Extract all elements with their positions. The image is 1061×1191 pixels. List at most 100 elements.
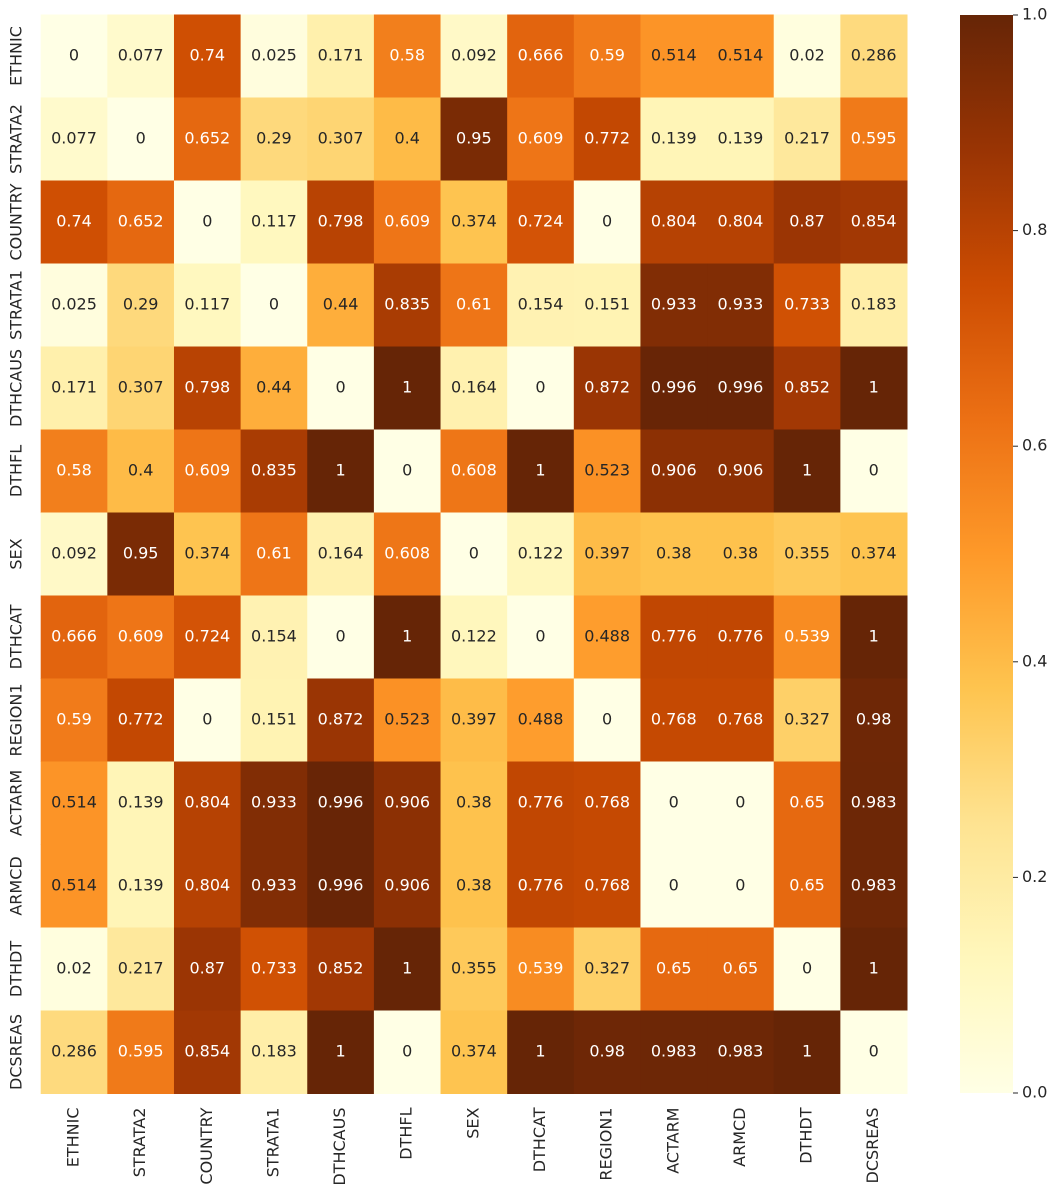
heatmap-cell bbox=[240, 844, 308, 928]
cell-label: 0 bbox=[735, 876, 745, 895]
cell-label: 0.854 bbox=[184, 1042, 230, 1061]
heatmap-cell bbox=[707, 14, 775, 98]
cell-label: 0 bbox=[202, 212, 212, 231]
cell-label: 1 bbox=[869, 959, 879, 978]
heatmap-cell bbox=[707, 595, 775, 679]
heatmap-cell bbox=[373, 595, 442, 679]
heatmap-cell bbox=[507, 346, 575, 430]
x-tick-label: COUNTRY bbox=[197, 1107, 216, 1184]
heatmap-cell bbox=[440, 429, 508, 513]
cell-label: 0.772 bbox=[118, 710, 164, 729]
cell-label: 0.776 bbox=[518, 876, 564, 895]
cell-label: 0.139 bbox=[118, 876, 164, 895]
heatmap-cell bbox=[173, 14, 242, 98]
cell-label: 0.852 bbox=[318, 959, 364, 978]
x-tick-label: STRATA2 bbox=[130, 1108, 149, 1178]
cell-label: 0.804 bbox=[651, 212, 697, 231]
heatmap-cell bbox=[773, 927, 841, 1011]
cell-label: 1 bbox=[802, 461, 812, 480]
cell-label: 0.59 bbox=[589, 46, 625, 65]
cell-label: 0.983 bbox=[851, 876, 897, 895]
cell-label: 0 bbox=[469, 544, 479, 563]
heatmap-cell bbox=[640, 97, 708, 181]
heatmap-cell bbox=[40, 512, 108, 596]
cell-label: 0 bbox=[535, 627, 545, 646]
cell-label: 0.355 bbox=[784, 544, 830, 563]
heatmap-cell bbox=[840, 14, 908, 98]
heatmap-cell bbox=[573, 512, 641, 596]
cell-label: 0.374 bbox=[184, 544, 230, 563]
heatmap-cell bbox=[840, 1010, 908, 1094]
cell-label: 0.025 bbox=[51, 295, 97, 314]
cell-label: 0 bbox=[402, 461, 412, 480]
heatmap-cell bbox=[507, 1010, 575, 1094]
heatmap-cell bbox=[173, 346, 242, 430]
cell-label: 0.609 bbox=[184, 461, 230, 480]
heatmap-cell bbox=[440, 678, 508, 762]
cell-label: 0.906 bbox=[384, 793, 430, 812]
heatmap-cell bbox=[440, 512, 508, 596]
heatmap-cell bbox=[107, 678, 175, 762]
cell-label: 0.95 bbox=[456, 129, 492, 148]
heatmap-cell bbox=[240, 429, 308, 513]
cell-label: 0.29 bbox=[256, 129, 292, 148]
cell-label: 0.65 bbox=[789, 793, 825, 812]
y-tick-label: ETHNIC bbox=[7, 26, 26, 86]
cell-label: 0.65 bbox=[723, 959, 759, 978]
cell-label: 0.776 bbox=[651, 627, 697, 646]
heatmap-cell bbox=[107, 512, 175, 596]
cell-label: 0 bbox=[335, 378, 345, 397]
heatmap-cell bbox=[373, 14, 442, 98]
cell-label: 1 bbox=[535, 1042, 545, 1061]
cell-label: 0.768 bbox=[717, 710, 763, 729]
cell-label: 0.171 bbox=[51, 378, 97, 397]
cell-label: 0.835 bbox=[251, 461, 297, 480]
heatmap-cell bbox=[640, 14, 708, 98]
cell-label: 0 bbox=[869, 461, 879, 480]
cell-label: 0 bbox=[335, 627, 345, 646]
heatmap-cell bbox=[373, 1010, 442, 1094]
cell-label: 0.217 bbox=[118, 959, 164, 978]
heatmap-cell bbox=[640, 595, 708, 679]
heatmap-cell bbox=[640, 844, 708, 928]
cell-label: 0 bbox=[735, 793, 745, 812]
cell-label: 0 bbox=[669, 876, 679, 895]
heatmap-cell bbox=[40, 1010, 108, 1094]
cell-label: 0.74 bbox=[56, 212, 92, 231]
cell-label: 0.092 bbox=[51, 544, 97, 563]
cell-label: 0.397 bbox=[584, 544, 630, 563]
heatmap-cell bbox=[307, 678, 375, 762]
cell-label: 0.804 bbox=[184, 876, 230, 895]
cell-label: 0.4 bbox=[128, 461, 153, 480]
heatmap-cell bbox=[573, 97, 641, 181]
heatmap-cell bbox=[640, 263, 708, 347]
heatmap-cell bbox=[507, 678, 575, 762]
cell-label: 0.804 bbox=[717, 212, 763, 231]
cell-label: 0.61 bbox=[256, 544, 292, 563]
cell-label: 0.523 bbox=[584, 461, 630, 480]
heatmap-cell bbox=[173, 595, 242, 679]
cell-label: 1 bbox=[402, 959, 412, 978]
cell-label: 0.307 bbox=[118, 378, 164, 397]
cell-label: 0 bbox=[202, 710, 212, 729]
heatmap-cell bbox=[373, 512, 442, 596]
heatmap-cell bbox=[173, 678, 242, 762]
cell-label: 0.286 bbox=[851, 46, 897, 65]
heatmap-cell bbox=[107, 97, 175, 181]
heatmap-cell bbox=[773, 346, 841, 430]
cell-label: 0.539 bbox=[784, 627, 830, 646]
heatmap-cell bbox=[307, 761, 375, 845]
heatmap-cell bbox=[573, 844, 641, 928]
heatmap-cell bbox=[707, 678, 775, 762]
cell-label: 0.933 bbox=[651, 295, 697, 314]
heatmap-cell bbox=[107, 263, 175, 347]
heatmap-cell bbox=[107, 429, 175, 513]
heatmap-cell bbox=[40, 844, 108, 928]
cell-label: 0 bbox=[602, 710, 612, 729]
cell-label: 0.164 bbox=[318, 544, 364, 563]
x-tick-label: DTHCAT bbox=[530, 1107, 549, 1172]
cell-label: 0.652 bbox=[184, 129, 230, 148]
cell-label: 0.595 bbox=[118, 1042, 164, 1061]
cell-label: 0 bbox=[402, 1042, 412, 1061]
heatmap-cell bbox=[573, 263, 641, 347]
